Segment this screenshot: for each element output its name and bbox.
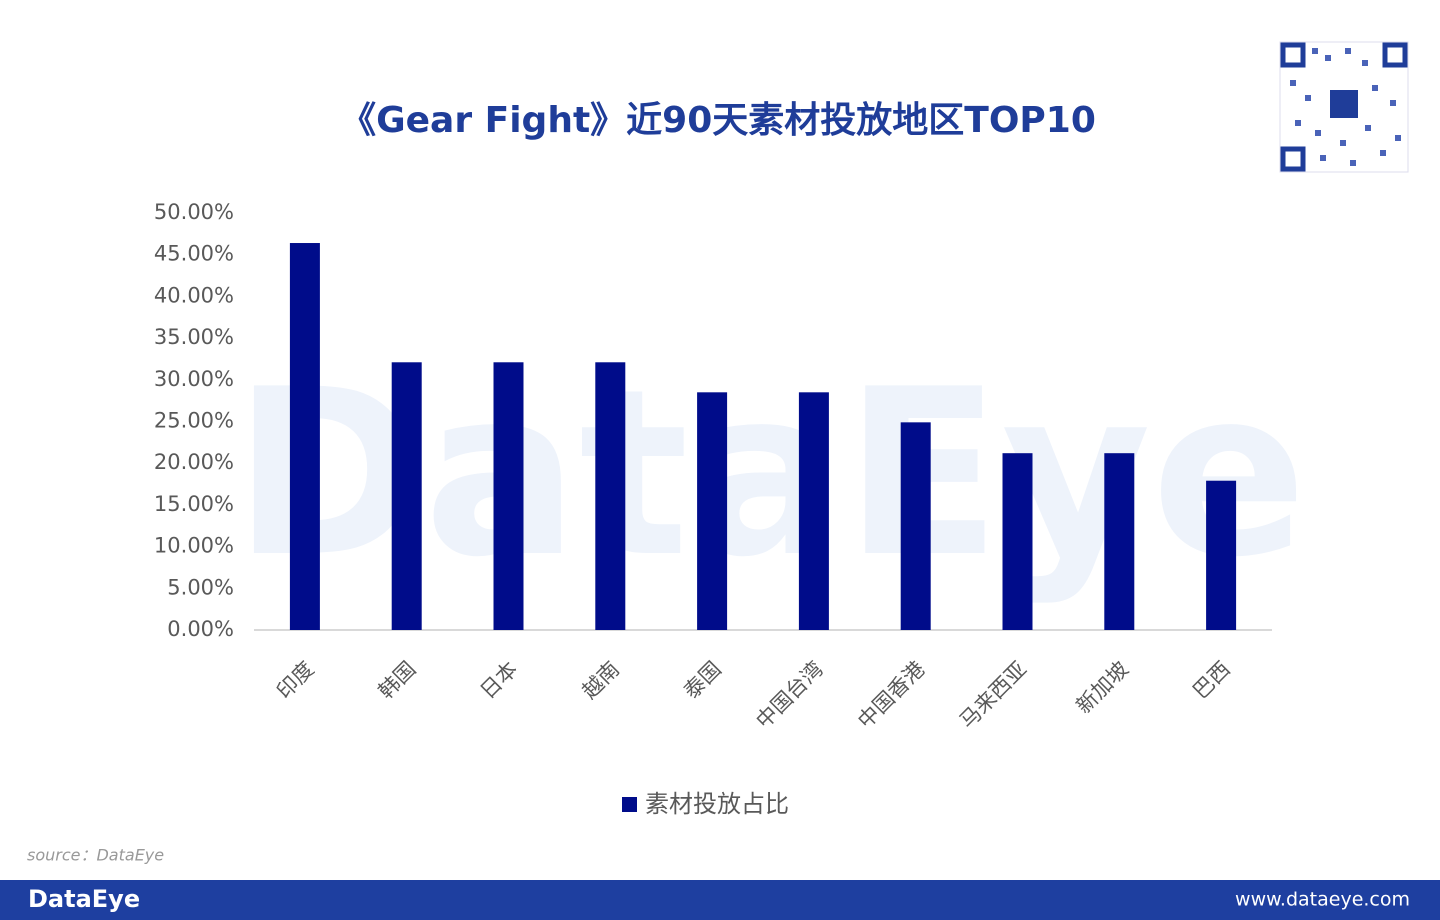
y-tick-label: 45.00% (154, 242, 234, 266)
bar (900, 422, 931, 630)
bar (1206, 480, 1237, 630)
x-tick-label: 中国香港 (853, 657, 929, 733)
y-tick-label: 10.00% (154, 534, 234, 558)
footer-logo: DataEye (28, 885, 140, 913)
y-tick-label: 30.00% (154, 367, 234, 391)
y-tick-label: 35.00% (154, 325, 234, 349)
bar (697, 392, 728, 630)
bar (493, 362, 524, 630)
x-tick-label: 马来西亚 (955, 657, 1031, 733)
y-tick-label: 5.00% (167, 575, 234, 599)
footer-url: www.dataeye.com (1235, 889, 1410, 911)
bar (798, 392, 829, 630)
bar (1104, 453, 1135, 630)
bar (1002, 453, 1033, 630)
legend-label: 素材投放占比 (645, 790, 789, 818)
y-tick-label: 0.00% (167, 617, 234, 641)
legend-swatch (622, 797, 637, 812)
footer-bar (0, 880, 1440, 920)
x-tick-label: 泰国 (679, 657, 726, 704)
y-tick-label: 25.00% (154, 409, 234, 433)
qr-code (1279, 41, 1409, 173)
x-tick-label: 越南 (577, 657, 624, 704)
x-tick-label: 印度 (272, 657, 319, 704)
bar (595, 362, 626, 630)
x-tick-label: 巴西 (1188, 657, 1235, 704)
y-tick-label: 20.00% (154, 450, 234, 474)
chart-title: 《Gear Fight》近90天素材投放地区TOP10 (340, 100, 1096, 141)
y-tick-label: 15.00% (154, 492, 234, 516)
x-tick-label: 中国台湾 (751, 657, 827, 733)
bar (391, 362, 422, 630)
x-tick-label: 日本 (476, 657, 523, 704)
y-tick-label: 50.00% (154, 200, 234, 224)
bar (289, 243, 320, 631)
y-tick-label: 40.00% (154, 283, 234, 307)
x-tick-label: 韩国 (374, 657, 421, 704)
source-note: source：DataEye (27, 846, 164, 865)
x-tick-label: 新加坡 (1072, 657, 1134, 719)
